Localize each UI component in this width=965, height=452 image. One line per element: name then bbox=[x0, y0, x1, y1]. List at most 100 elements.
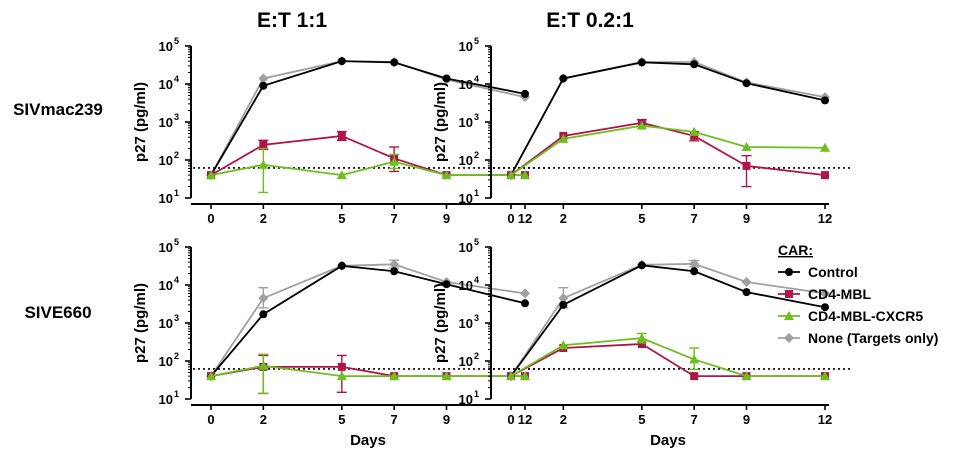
data-point-none-targets-only bbox=[258, 293, 269, 304]
series-none-targets-only bbox=[506, 258, 830, 382]
x-tick-label: 5 bbox=[338, 412, 345, 427]
y-tick-label: 10 bbox=[459, 316, 473, 331]
y-tick-exponent: 4 bbox=[474, 74, 479, 84]
legend-entry-control: Control bbox=[778, 264, 858, 280]
y-axis-title: p27 (pg/ml) bbox=[132, 283, 149, 363]
data-point-cd4-mbl-cxcr5 bbox=[336, 170, 347, 180]
series-line-control bbox=[210, 60, 526, 176]
series-none-targets-only bbox=[206, 259, 530, 382]
y-axis-title: p27 (pg/ml) bbox=[432, 82, 449, 162]
y-tick-label: 10 bbox=[459, 77, 473, 92]
series-line-control bbox=[510, 61, 826, 176]
series-line-none-targets-only bbox=[210, 263, 526, 377]
series-cd4-mbl-cxcr5 bbox=[506, 332, 830, 381]
y-tick-exponent: 4 bbox=[174, 275, 179, 285]
data-point-control bbox=[259, 81, 268, 90]
data-point-cd4-mbl-cxcr5 bbox=[206, 170, 216, 180]
x-tick-label: 9 bbox=[743, 412, 750, 427]
series-line-control bbox=[510, 264, 826, 377]
data-point-cd4-mbl bbox=[742, 161, 751, 170]
y-tick-exponent: 3 bbox=[474, 112, 479, 122]
data-point-control bbox=[337, 57, 346, 66]
data-point-control bbox=[521, 89, 529, 98]
series-line-none-targets-only bbox=[510, 61, 826, 176]
series-control bbox=[207, 57, 529, 180]
legend: CAR: Control CD4-MBL CD4-MBL-CXCR5 None (Tar… bbox=[778, 242, 938, 346]
y-tick-exponent: 2 bbox=[174, 351, 179, 361]
y-tick-label: 10 bbox=[459, 240, 473, 255]
data-point-none-targets-only bbox=[820, 288, 830, 299]
series-control bbox=[207, 261, 529, 381]
data-point-control bbox=[442, 280, 451, 289]
y-tick-exponent: 2 bbox=[474, 150, 479, 160]
series-none-targets-only bbox=[506, 56, 830, 181]
y-tick-label: 10 bbox=[459, 115, 473, 130]
data-point-control bbox=[690, 60, 699, 69]
legend-marker bbox=[784, 333, 794, 343]
data-point-control bbox=[637, 58, 646, 67]
x-tick-label: 5 bbox=[638, 211, 645, 226]
data-point-control bbox=[742, 79, 751, 88]
x-tick-label: 12 bbox=[818, 412, 832, 427]
legend-marker bbox=[785, 268, 793, 276]
y-tick-label: 10 bbox=[159, 77, 173, 92]
data-point-control bbox=[742, 288, 751, 297]
data-point-cd4-mbl-cxcr5 bbox=[820, 371, 830, 381]
data-point-control bbox=[821, 96, 829, 105]
data-point-control bbox=[337, 261, 346, 270]
y-tick-exponent: 3 bbox=[474, 313, 479, 323]
legend-entry-cd4-mbl-cxcr5: CD4-MBL-CXCR5 bbox=[778, 308, 923, 324]
x-axis-title: Days bbox=[650, 432, 686, 449]
data-point-cd4-mbl bbox=[690, 131, 699, 140]
y-tick-exponent: 1 bbox=[474, 389, 479, 399]
data-point-cd4-mbl-cxcr5 bbox=[506, 170, 516, 180]
data-point-cd4-mbl-cxcr5 bbox=[558, 340, 569, 350]
column-title-e-t-0-2-1: E:T 0.2:1 bbox=[546, 9, 634, 32]
data-point-cd4-mbl bbox=[637, 340, 646, 349]
y-tick-label: 10 bbox=[159, 115, 173, 130]
y-tick-label: 10 bbox=[159, 39, 173, 54]
y-tick-label: 10 bbox=[159, 191, 173, 206]
x-tick-label: 9 bbox=[443, 412, 450, 427]
data-point-none-targets-only bbox=[258, 73, 269, 84]
data-point-control bbox=[521, 299, 529, 308]
y-tick-exponent: 5 bbox=[474, 36, 479, 46]
data-point-cd4-mbl-cxcr5 bbox=[441, 371, 452, 381]
data-point-cd4-mbl-cxcr5 bbox=[689, 126, 700, 136]
legend-marker bbox=[785, 290, 793, 298]
x-tick-label: 12 bbox=[518, 211, 532, 226]
y-tick-exponent: 5 bbox=[174, 237, 179, 247]
x-tick-label: 9 bbox=[443, 211, 450, 226]
legend-entry-cd4-mbl: CD4-MBL bbox=[778, 286, 871, 302]
y-tick-exponent: 1 bbox=[174, 188, 179, 198]
y-tick-label: 10 bbox=[159, 153, 173, 168]
y-tick-label: 10 bbox=[159, 278, 173, 293]
y-tick-exponent: 1 bbox=[474, 188, 479, 198]
legend-label: CD4-MBL-CXCR5 bbox=[808, 308, 923, 324]
series-cd4-mbl bbox=[207, 354, 529, 395]
y-tick-exponent: 4 bbox=[174, 74, 179, 84]
x-tick-label: 7 bbox=[691, 412, 698, 427]
data-point-cd4-mbl-cxcr5 bbox=[389, 156, 400, 166]
x-tick-label: 7 bbox=[391, 211, 398, 226]
x-tick-label: 5 bbox=[338, 211, 345, 226]
legend-marker bbox=[784, 311, 794, 320]
legend-label: None (Targets only) bbox=[808, 330, 938, 346]
y-tick-label: 10 bbox=[459, 278, 473, 293]
data-point-control bbox=[637, 261, 646, 270]
data-point-control bbox=[821, 303, 829, 312]
data-point-control bbox=[559, 74, 568, 83]
x-tick-label: 12 bbox=[518, 412, 532, 427]
data-point-cd4-mbl-cxcr5 bbox=[258, 360, 269, 370]
data-point-none-targets-only bbox=[389, 259, 400, 270]
data-point-cd4-mbl-cxcr5 bbox=[506, 371, 516, 381]
row-title-sivmac239: SIVmac239 bbox=[13, 100, 103, 119]
y-tick-exponent: 2 bbox=[474, 351, 479, 361]
series-cd4-mbl-cxcr5 bbox=[206, 147, 530, 194]
x-tick-label: 0 bbox=[207, 412, 214, 427]
data-point-control bbox=[259, 310, 268, 319]
data-point-cd4-mbl-cxcr5 bbox=[389, 371, 400, 381]
series-none-targets-only bbox=[206, 56, 530, 181]
